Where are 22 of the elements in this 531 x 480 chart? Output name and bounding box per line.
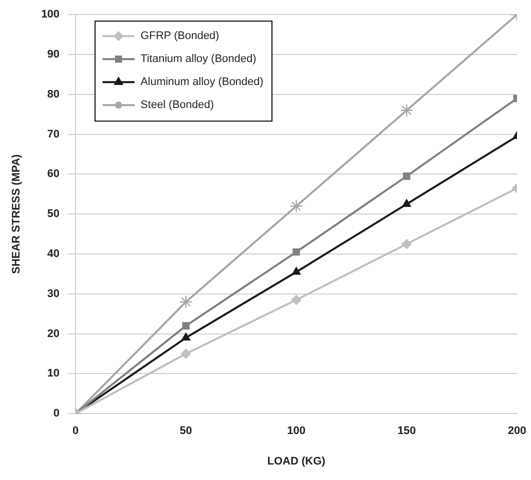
legend-label: Aluminum alloy (Bonded) bbox=[140, 76, 264, 88]
x-axis-title: LOAD (KG) bbox=[267, 455, 326, 468]
x-tick-label: 100 bbox=[287, 425, 306, 438]
y-axis-title: SHEAR STRESS (MPA) bbox=[10, 154, 23, 274]
x-tick-label: 50 bbox=[180, 425, 192, 438]
legend-label: Titanium alloy (Bonded) bbox=[140, 53, 256, 66]
y-tick-label: 70 bbox=[47, 128, 60, 140]
x-tick-label: 0 bbox=[72, 425, 79, 438]
legend-label: Steel (Bonded) bbox=[140, 99, 214, 112]
y-tick-label: 80 bbox=[47, 88, 60, 100]
x-tick-label: 150 bbox=[397, 425, 416, 438]
y-tick-label: 0 bbox=[53, 408, 60, 420]
y-tick-label: 20 bbox=[47, 328, 60, 340]
y-tick-label: 10 bbox=[47, 368, 60, 380]
y-tick-label: 90 bbox=[47, 48, 60, 61]
y-tick-label: 100 bbox=[41, 8, 60, 21]
y-tick-label: 40 bbox=[47, 248, 60, 260]
y-tick-label: 30 bbox=[47, 288, 60, 300]
legend-label: GFRP (Bonded) bbox=[140, 30, 220, 42]
x-tick-label: 200 bbox=[508, 425, 526, 438]
y-tick-label: 50 bbox=[47, 208, 60, 220]
y-tick-label: 60 bbox=[47, 168, 60, 180]
